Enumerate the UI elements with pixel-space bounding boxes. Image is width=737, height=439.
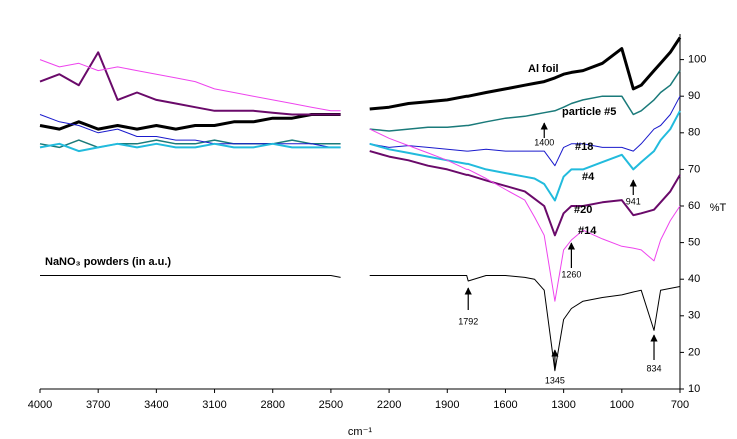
series-label: #4 xyxy=(582,171,595,183)
spectrum-line xyxy=(39,95,681,167)
x-tick-label: 2800 xyxy=(260,399,284,411)
y-tick-label: 90 xyxy=(688,90,700,102)
x-axis-label: cm⁻¹ xyxy=(348,426,372,438)
annotation: 834 xyxy=(646,363,661,373)
spectrum-line xyxy=(39,70,681,149)
series-label: Al foil xyxy=(528,63,559,75)
spectrum-line xyxy=(39,110,681,202)
y-tick-label: 50 xyxy=(688,237,700,249)
annotation: 941 xyxy=(626,196,641,206)
spectrum-line xyxy=(39,51,681,237)
y-tick-label: 60 xyxy=(688,200,700,212)
x-tick-label: 3700 xyxy=(86,399,110,411)
annotation: 1792 xyxy=(458,316,478,326)
annotation: 1260 xyxy=(561,269,581,279)
y-tick-label: 30 xyxy=(688,310,700,322)
x-tick-label: 2500 xyxy=(319,399,343,411)
x-tick-label: 700 xyxy=(671,399,689,411)
y-axis-label: %T xyxy=(710,202,727,214)
x-tick-label: 2200 xyxy=(377,399,401,411)
y-tick-label: 20 xyxy=(688,346,700,358)
x-tick-label: 3100 xyxy=(202,399,226,411)
series-label: NaNO₃ powders (in a.u.) xyxy=(45,256,171,268)
x-tick-label: 4000 xyxy=(28,399,52,411)
y-tick-label: 80 xyxy=(688,127,700,139)
x-tick-label: 3400 xyxy=(144,399,168,411)
spectrum-line xyxy=(39,36,682,131)
spectrum-line xyxy=(40,275,681,372)
series-label: particle #5 xyxy=(562,106,616,118)
x-tick-label: 1300 xyxy=(551,399,575,411)
series-label: #20 xyxy=(574,204,592,216)
series-label: #14 xyxy=(578,225,597,237)
x-tick-label: 1600 xyxy=(493,399,517,411)
annotation: 1345 xyxy=(545,375,565,385)
x-tick-label: 1000 xyxy=(610,399,634,411)
spectrum-line xyxy=(39,59,681,302)
y-tick-label: 10 xyxy=(688,383,700,395)
x-tick-label: 1900 xyxy=(435,399,459,411)
series-label: #18 xyxy=(575,141,593,153)
annotation: 1400 xyxy=(534,137,554,147)
y-tick-label: 40 xyxy=(688,273,700,285)
y-tick-label: 100 xyxy=(688,54,706,66)
y-tick-label: 70 xyxy=(688,163,700,175)
